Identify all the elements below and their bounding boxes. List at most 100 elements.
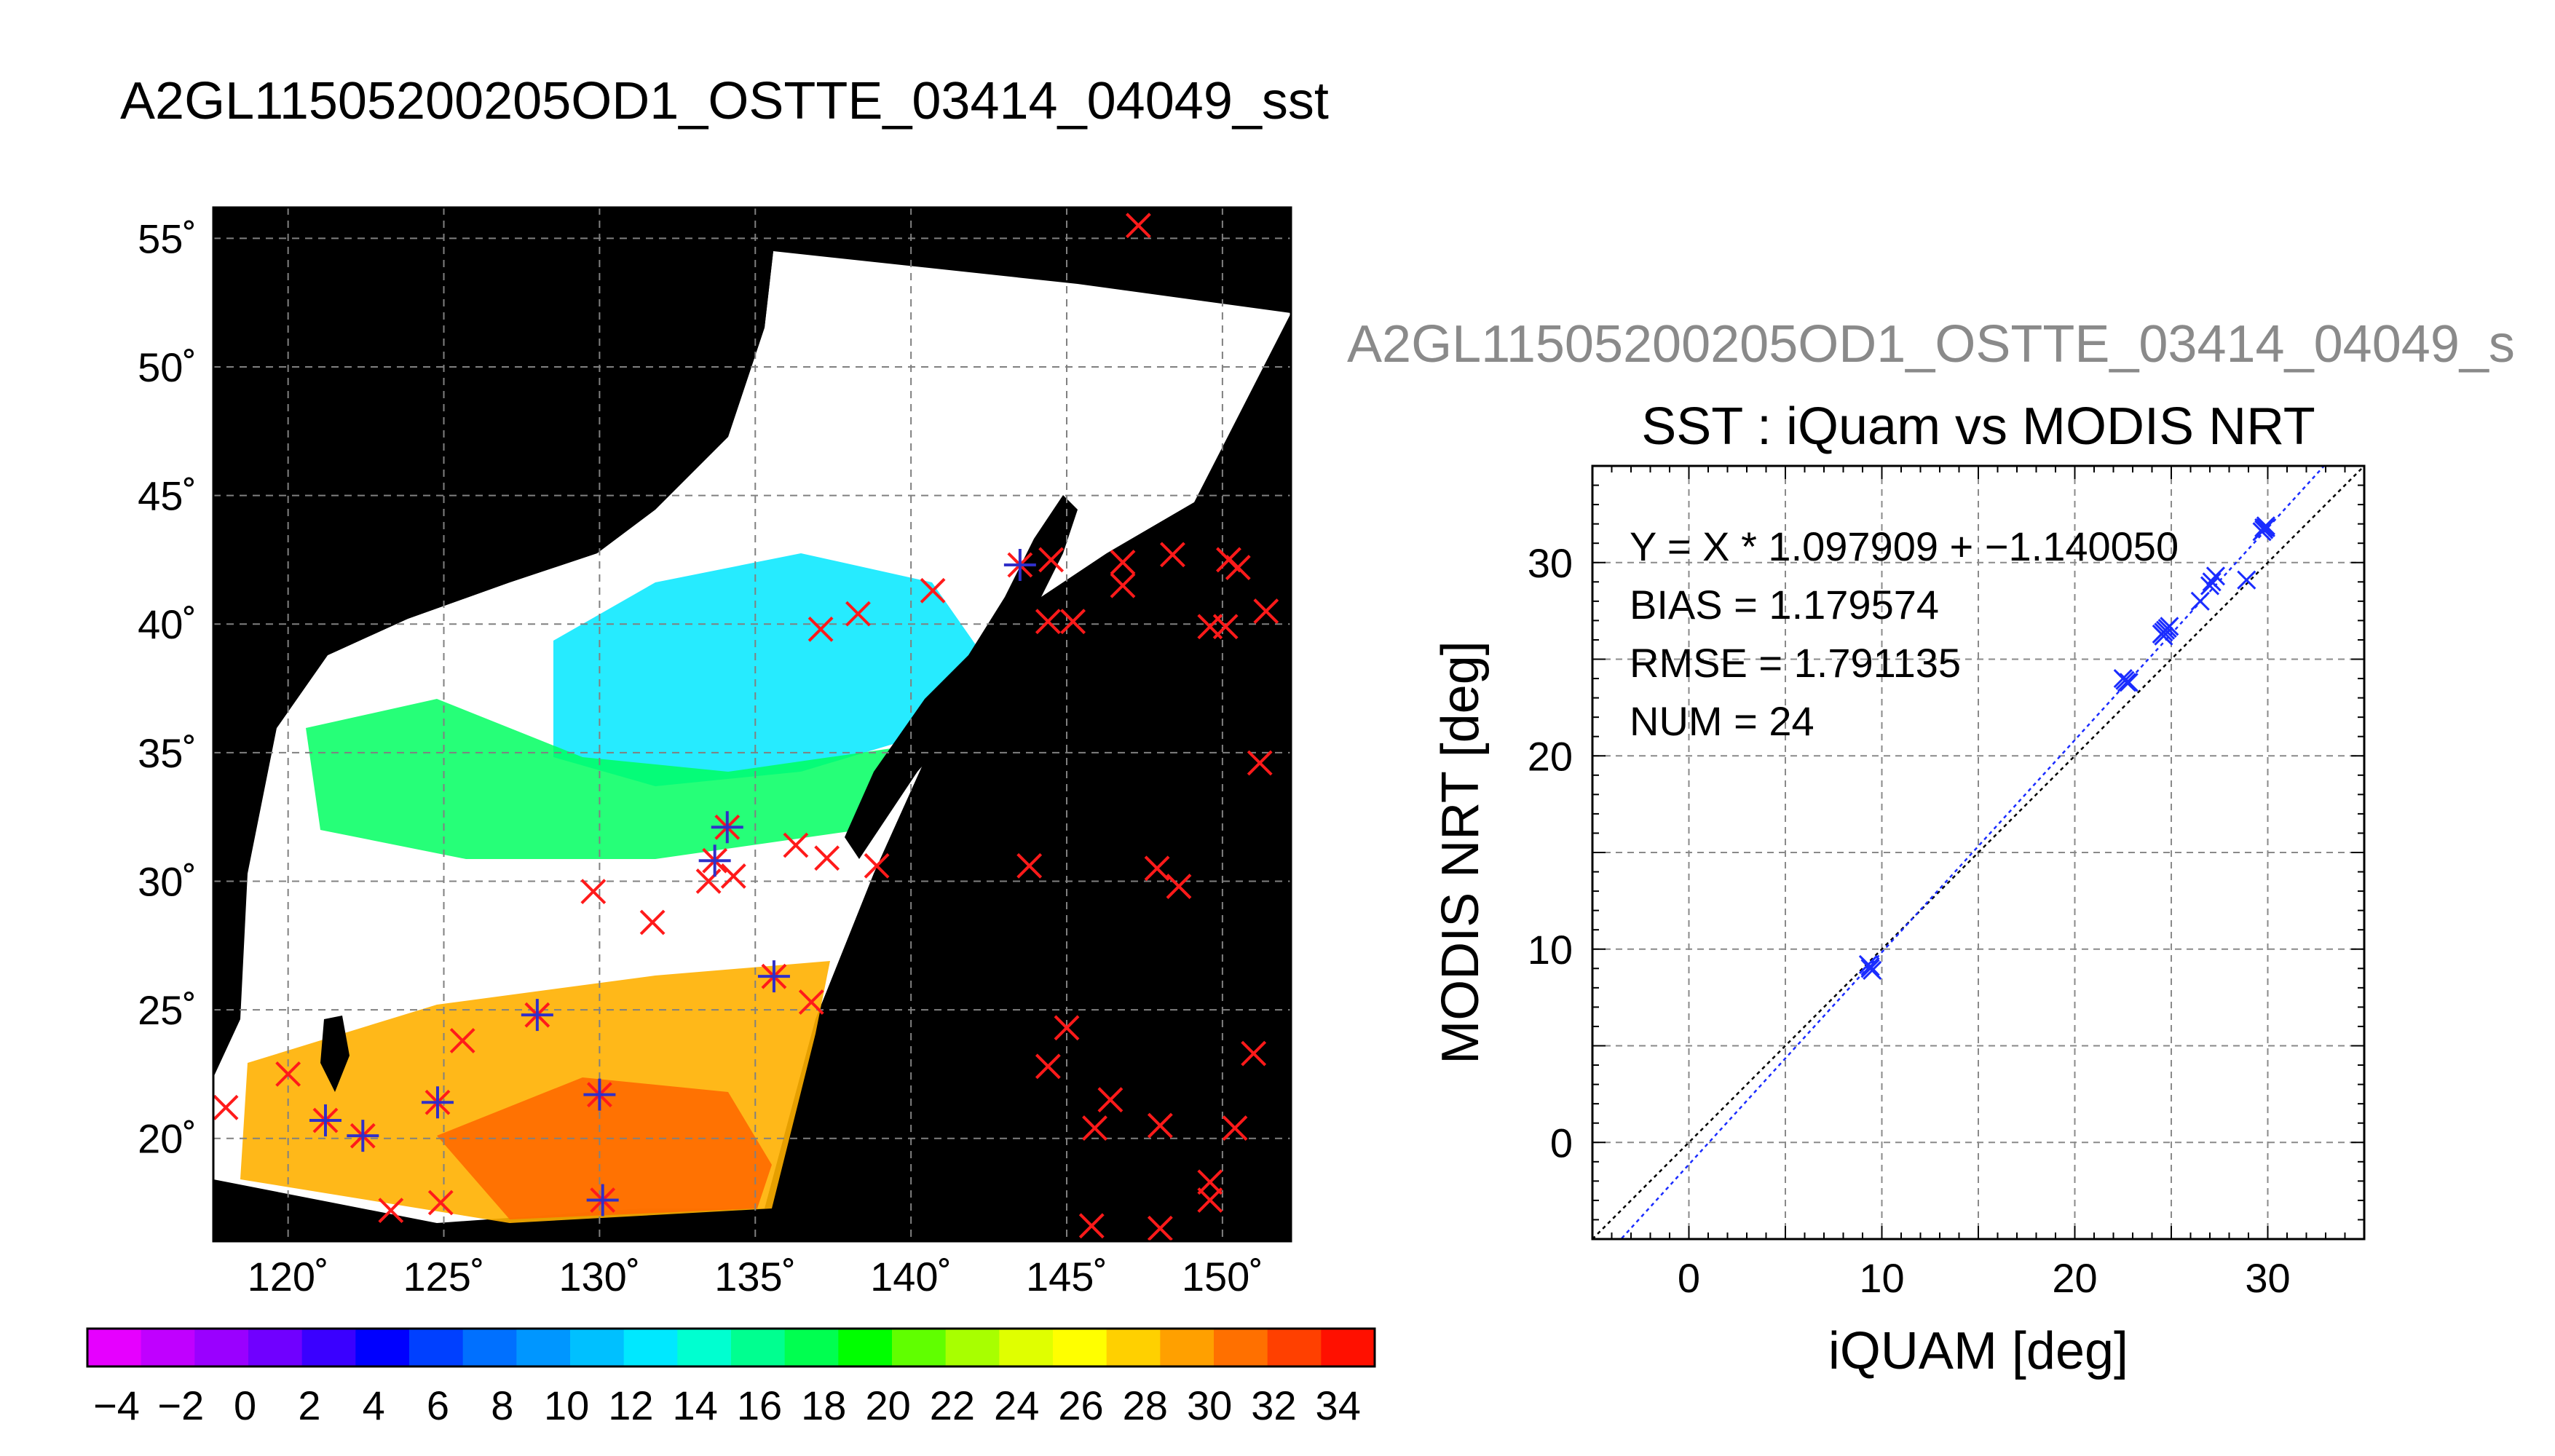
fit-line — [1619, 466, 2326, 1239]
y-tick-labels: 0 10 20 30 — [1528, 540, 1573, 1166]
unmatched-buoy-marker — [798, 989, 824, 1015]
map-imagery — [213, 207, 1291, 1241]
data-point — [2190, 591, 2210, 611]
matched-buoy-marker — [309, 1104, 341, 1136]
unmatched-buoy-marker — [1060, 609, 1086, 635]
y-tick-label: 10 — [1528, 927, 1573, 973]
unmatched-buoy-marker — [695, 869, 722, 894]
colorbar-tick-label: 12 — [608, 1382, 653, 1428]
y-tick-label: 30 — [1528, 540, 1573, 586]
lat-tick-label: 35˚ — [138, 730, 197, 776]
taiwan-island — [320, 1016, 350, 1092]
x-tick-label: 20 — [2052, 1255, 2097, 1301]
lon-tick-label: 120˚ — [248, 1254, 329, 1299]
x-tick-label: 0 — [1678, 1255, 1700, 1301]
unmatched-buoy-marker — [1222, 1115, 1248, 1141]
colorbar-tick-label: 10 — [544, 1382, 589, 1428]
unmatched-buoy-marker — [1035, 609, 1061, 635]
y-tick-label: 0 — [1550, 1120, 1573, 1166]
unmatched-buoy-marker — [1054, 1015, 1080, 1041]
data-point — [2256, 518, 2275, 538]
colorbar-swatch — [409, 1329, 464, 1366]
data-point — [2119, 673, 2139, 692]
unmatched-buoy-marker — [814, 845, 840, 871]
colorbar-tick-label: 8 — [491, 1382, 513, 1428]
x-axis-label: iQUAM [deg] — [1828, 1322, 2128, 1380]
longitude-tick-labels: 120˚ 125˚ 130˚ 135˚ 140˚ 145˚ 150˚ — [248, 1254, 1263, 1299]
matched-buoy-marker — [1003, 548, 1036, 581]
colorbar-swatch — [731, 1329, 786, 1366]
lon-tick-label: 125˚ — [403, 1254, 484, 1299]
unmatched-buoy-marker — [1212, 614, 1239, 640]
colorbar-tick-label: 4 — [363, 1382, 385, 1428]
unmatched-buoy-marker — [1035, 1053, 1061, 1080]
colorbar-frame — [86, 1327, 1376, 1368]
unmatched-buoy-marker — [1225, 555, 1251, 580]
colorbar-swatch — [1106, 1329, 1161, 1366]
unmatched-buoy-marker — [378, 1198, 404, 1224]
sst-warm-core — [437, 1077, 772, 1219]
unmatched-buoy-marker — [1144, 855, 1170, 882]
unmatched-buoy-marker — [1197, 1187, 1223, 1213]
unmatched-buoy-marker — [807, 616, 834, 642]
num-value: NUM = 24 — [1630, 698, 1814, 744]
colorbar-swatch — [623, 1329, 678, 1366]
unmatched-buoy-marker — [1110, 550, 1136, 575]
data-point — [2205, 566, 2226, 586]
unmatched-buoy-marker — [1147, 1112, 1173, 1139]
lon-tick-label: 150˚ — [1182, 1254, 1263, 1299]
unmatched-buoy-marker — [449, 1028, 475, 1053]
colorbar-tick-label: 32 — [1251, 1382, 1296, 1428]
unmatched-buoy-marker — [1166, 874, 1192, 899]
x-tick-label: 10 — [1859, 1255, 1904, 1301]
x-tick-label: 30 — [2245, 1255, 2290, 1301]
scatter-title: SST : iQuam vs MODIS NRT — [1641, 397, 2315, 456]
japan-islands — [845, 495, 1078, 859]
colorbar-tick-label: 28 — [1123, 1382, 1168, 1428]
matched-buoy-marker — [711, 811, 743, 844]
unmatched-buoy-marker — [275, 1061, 301, 1087]
sst-mid-band — [306, 699, 932, 859]
colorbar-tick-label: 34 — [1316, 1382, 1361, 1428]
sst-colorbar: −4 −2 0 2 4 6 8 10 12 14 16 18 20 22 24 26 28 30 32 34 — [86, 1327, 1376, 1428]
colorbar-swatch — [194, 1329, 249, 1366]
lat-tick-label: 55˚ — [138, 215, 197, 261]
colorbar-swatch — [1053, 1329, 1107, 1366]
unmatched-buoy-marker — [920, 577, 946, 604]
land-mass — [213, 207, 773, 815]
x-tick-labels: 0 10 20 30 — [1678, 1255, 2291, 1301]
figure-title: A2GL11505200205OD1_OSTTE_03414_04049_sst — [120, 72, 1329, 130]
unmatched-buoy-marker — [1247, 750, 1273, 776]
scatter-panel: A2GL11505200205OD1_OSTTE_03414_04049_s S… — [1347, 315, 2515, 1380]
matched-buoy-marker — [757, 960, 790, 993]
lon-tick-label: 145˚ — [1026, 1254, 1107, 1299]
colorbar-swatch — [87, 1329, 142, 1366]
colorbar-swatch — [677, 1329, 732, 1366]
lon-tick-label: 140˚ — [870, 1254, 952, 1299]
unmatched-buoy-marker — [1097, 1087, 1124, 1113]
sst-map-panel: 55˚ 50˚ 45˚ 40˚ 35˚ 30˚ 25˚ 20˚ 120˚ 125˚ 130˚ 135… — [138, 206, 1292, 1299]
map-gridlines — [213, 207, 1291, 1241]
colorbar-swatch — [1160, 1329, 1215, 1366]
matched-buoy-marker — [586, 1184, 619, 1216]
data-point — [2254, 518, 2274, 538]
colorbar-swatch — [1267, 1329, 1322, 1366]
colorbar-swatch — [516, 1329, 571, 1366]
data-point — [2154, 626, 2173, 646]
colorbar-tick-label: 16 — [737, 1382, 782, 1428]
lat-tick-label: 50˚ — [138, 344, 197, 390]
colorbar-tick-label: 14 — [673, 1382, 718, 1428]
regression-lines — [1592, 466, 2364, 1239]
unmatched-buoy-marker — [864, 852, 890, 879]
unmatched-buoy-marker — [1197, 1169, 1223, 1195]
scatter-header: A2GL11505200205OD1_OSTTE_03414_04049_s — [1347, 315, 2515, 373]
matched-buoy-marker — [347, 1120, 379, 1152]
colorbar-tick-label: 2 — [298, 1382, 320, 1428]
colorbar-tick-label: 0 — [234, 1382, 256, 1428]
unmatched-buoy-marker — [1147, 1215, 1173, 1241]
colorbar-tick-label: 22 — [930, 1382, 975, 1428]
unmatched-buoy-marker — [1082, 1115, 1107, 1141]
colorbar-swatch — [355, 1329, 410, 1366]
sst-north-band — [553, 553, 983, 786]
